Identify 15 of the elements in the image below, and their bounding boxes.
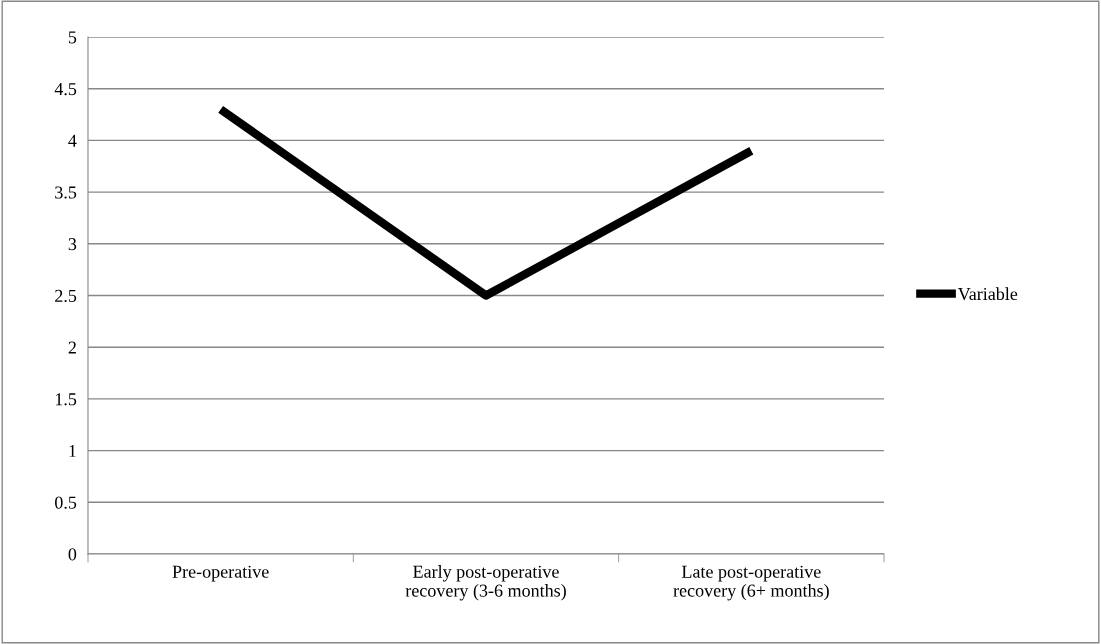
y-tick-label: 0 xyxy=(68,548,77,561)
y-tick-label: 3 xyxy=(68,238,77,251)
y-tick-label: 4.5 xyxy=(54,83,77,96)
y-tick-label: 1.5 xyxy=(55,393,77,406)
x-tick-label: Early post-operative recovery (3-6 months) xyxy=(405,565,566,601)
x-tick-label: Late post-operative recovery (6+ months) xyxy=(673,565,829,601)
y-tick-label: 0.5 xyxy=(55,496,77,509)
x-tick-label: Pre-operative xyxy=(172,565,269,582)
y-tick-label: 4 xyxy=(68,134,77,147)
y-tick-label: 3.5 xyxy=(55,186,77,199)
y-tick-label: 2.5 xyxy=(55,289,77,303)
y-tick-label: 1 xyxy=(69,444,76,457)
y-tick-label: 2 xyxy=(68,341,76,354)
y-tick-label: 5 xyxy=(68,31,77,44)
legend-label: Variable xyxy=(957,287,1018,301)
